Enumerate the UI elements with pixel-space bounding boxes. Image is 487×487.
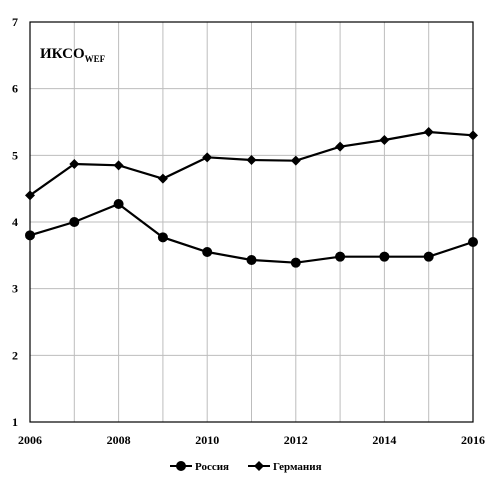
legend-label: Германия xyxy=(273,461,322,473)
grid xyxy=(30,22,473,422)
x-tick-label: 2006 xyxy=(18,433,42,447)
x-tick-label: 2008 xyxy=(107,433,131,447)
chart-title-subscript: WEF xyxy=(85,54,106,64)
data-point-marker xyxy=(25,190,35,201)
plot-frame xyxy=(29,21,474,423)
data-point-marker xyxy=(423,127,434,137)
y-tick-label: 2 xyxy=(12,348,18,362)
data-point-marker xyxy=(335,251,346,262)
data-point-marker xyxy=(468,237,478,247)
chart-title: ИКСОWEF xyxy=(40,46,106,64)
chart-title-main: ИКСО xyxy=(40,46,85,62)
data-point-marker xyxy=(69,159,80,169)
data-point-marker xyxy=(69,217,80,227)
y-tick-label: 7 xyxy=(12,15,18,29)
diamond-marker-icon xyxy=(254,461,264,471)
x-tick-label: 2012 xyxy=(284,433,308,447)
data-point-marker xyxy=(157,173,168,184)
circle-marker-icon xyxy=(176,461,186,471)
data-point-marker xyxy=(290,257,301,268)
legend-label: Россия xyxy=(195,461,229,473)
series-russia xyxy=(25,199,478,268)
axis-labels: 1 2 3 4 5 6 7 2006 2008 2010 2012 2014 2016 xyxy=(12,15,485,447)
y-tick-label: 1 xyxy=(12,415,18,429)
y-tick-label: 4 xyxy=(12,215,18,229)
legend-item: Россия xyxy=(170,461,229,473)
data-point-marker xyxy=(290,155,301,166)
data-point-marker xyxy=(113,160,124,171)
series-layer xyxy=(25,127,478,268)
x-tick-label: 2014 xyxy=(372,433,396,447)
y-tick-label: 5 xyxy=(12,148,18,162)
y-tick-label: 3 xyxy=(12,282,18,296)
legend: Россия Германия xyxy=(170,461,322,473)
data-point-marker xyxy=(157,232,168,243)
data-point-marker xyxy=(202,247,213,257)
series-germany xyxy=(25,127,478,201)
x-tick-label: 2016 xyxy=(461,433,485,447)
data-point-marker xyxy=(246,155,257,165)
data-point-marker xyxy=(423,251,434,262)
x-tick-label: 2010 xyxy=(195,433,219,447)
data-point-marker xyxy=(379,135,390,145)
y-tick-label: 6 xyxy=(12,82,18,96)
data-point-marker xyxy=(202,152,213,163)
data-point-marker xyxy=(113,199,124,209)
data-point-marker xyxy=(335,141,346,152)
data-point-marker xyxy=(379,251,390,262)
legend-item: Германия xyxy=(248,461,322,473)
data-point-marker xyxy=(468,130,478,141)
data-point-marker xyxy=(25,230,35,241)
data-point-marker xyxy=(246,255,257,265)
